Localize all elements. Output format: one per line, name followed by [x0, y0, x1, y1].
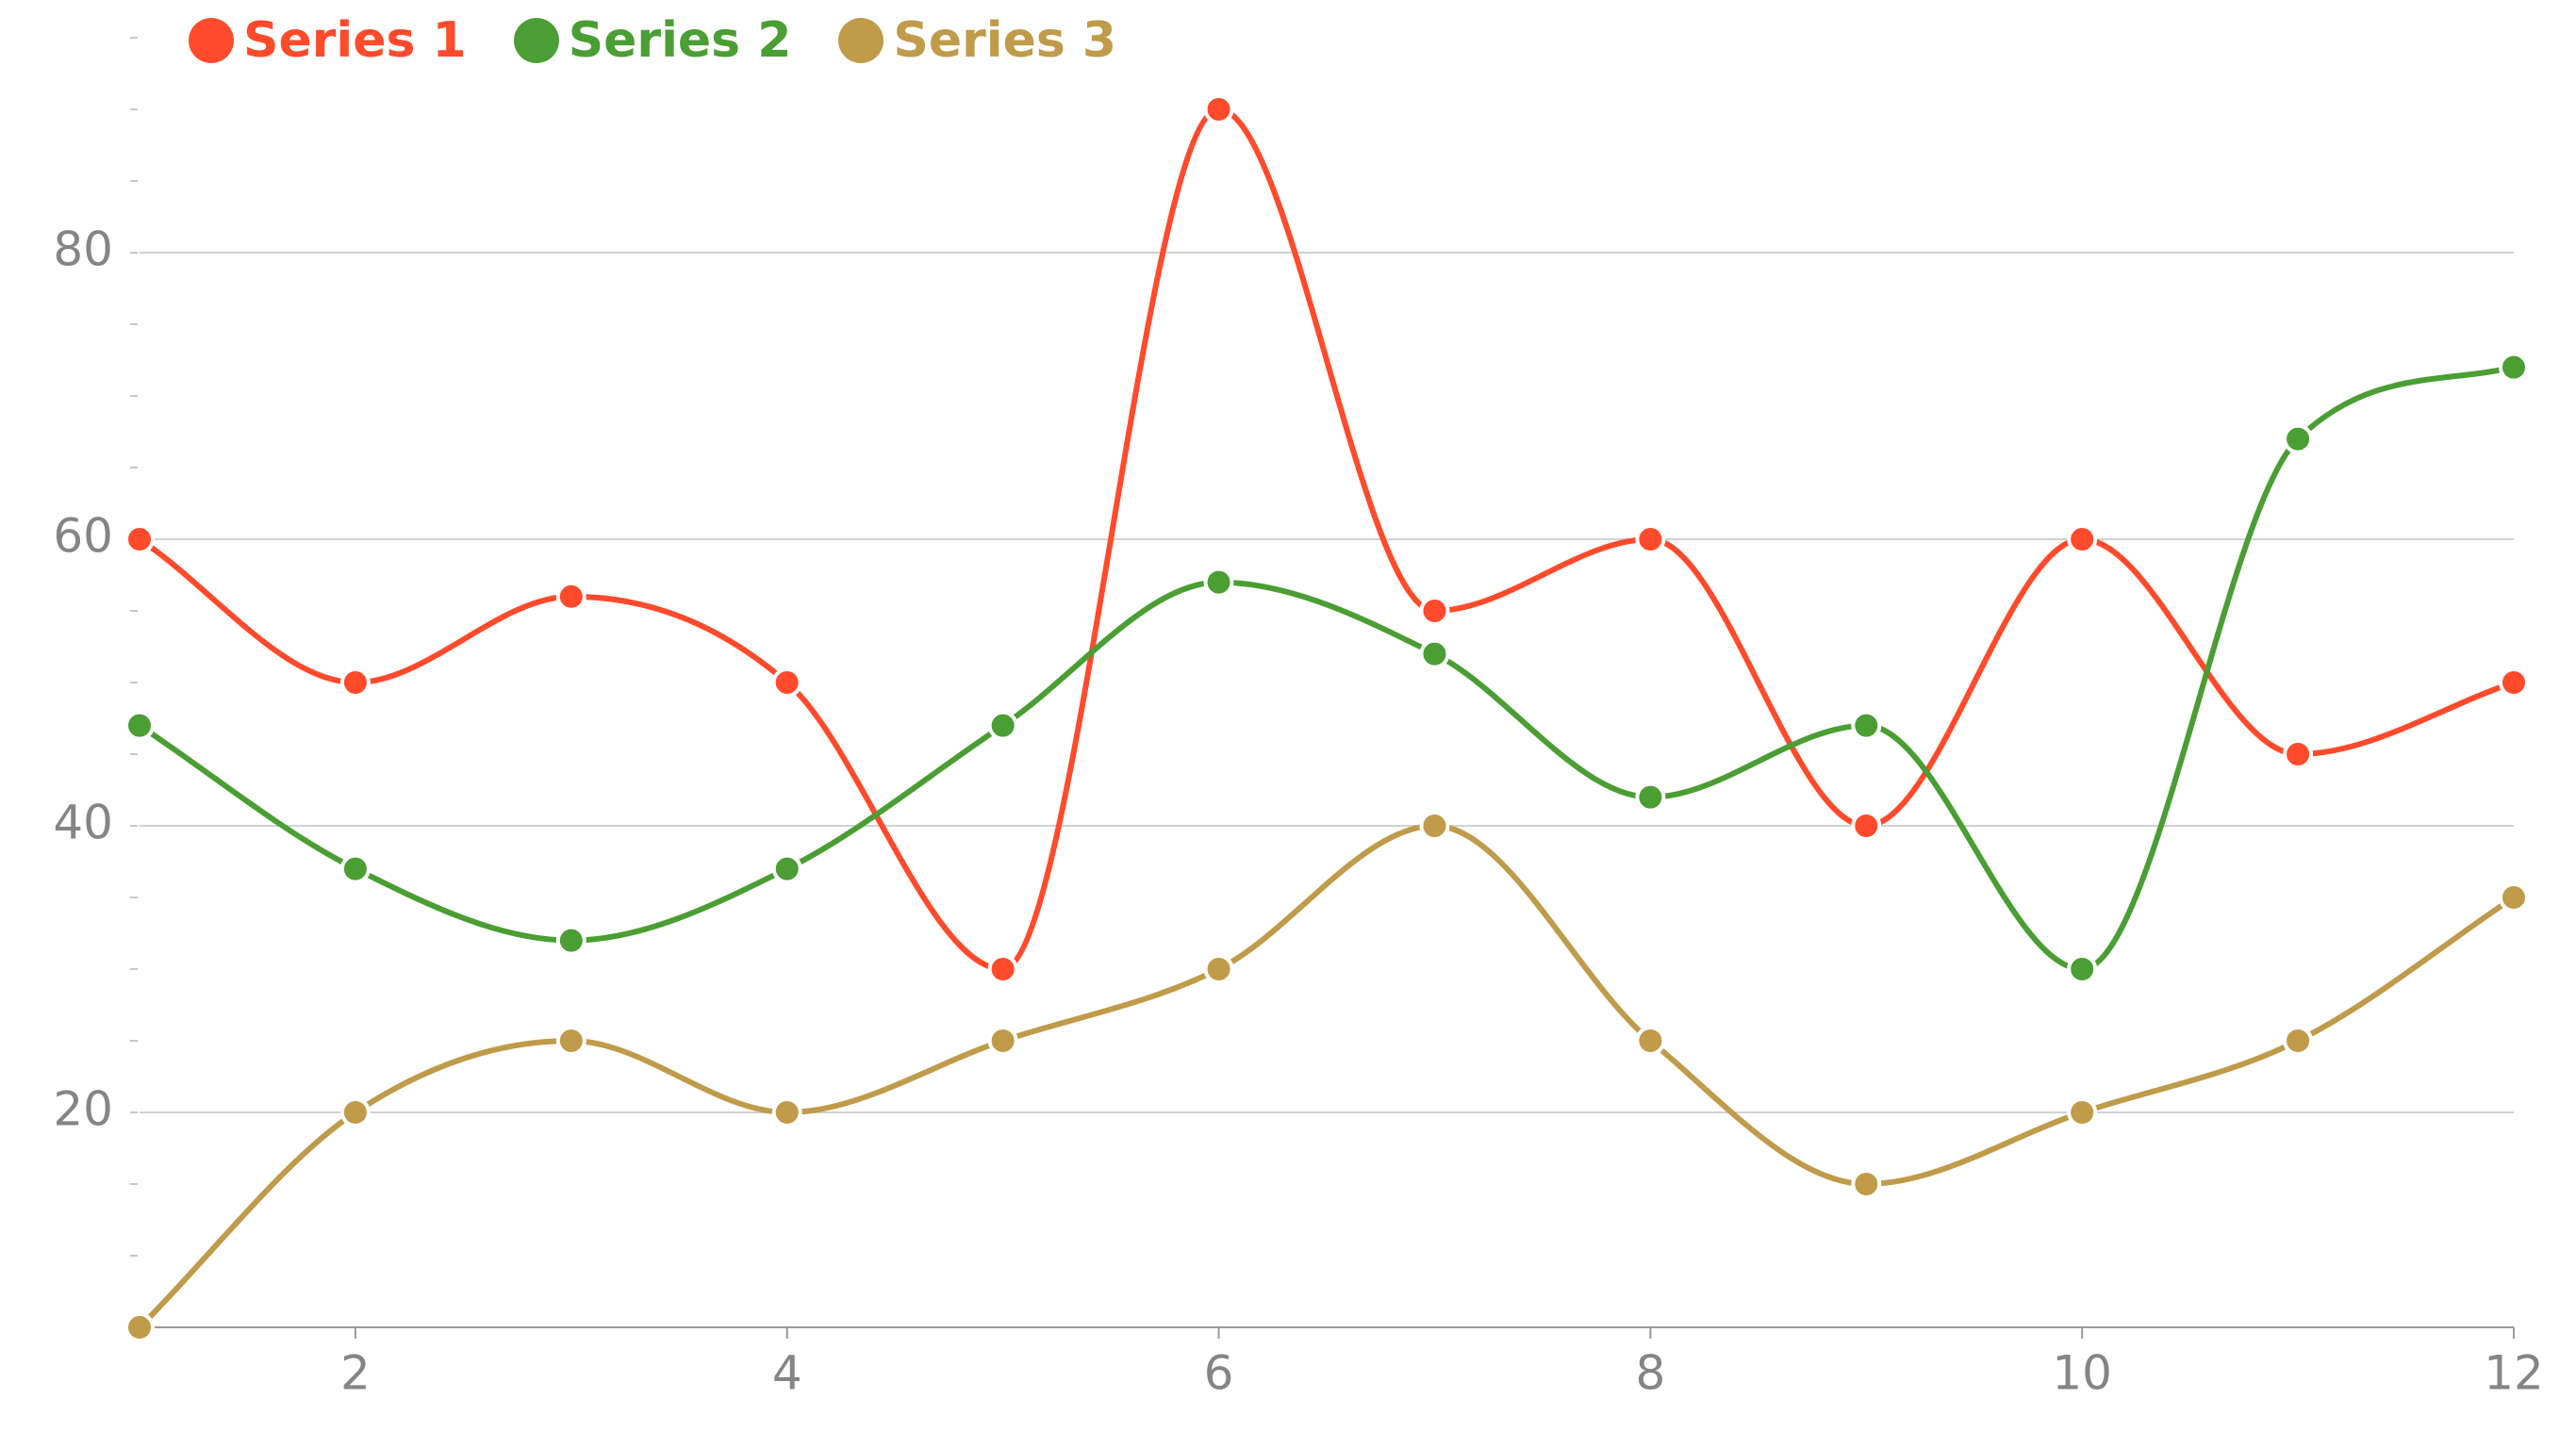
series-3-point[interactable] — [339, 1097, 371, 1127]
series-3-point[interactable] — [1851, 1169, 1882, 1199]
series-1-point[interactable] — [339, 667, 371, 698]
series-3-point[interactable] — [1203, 954, 1234, 984]
legend-label: Series 1 — [243, 12, 467, 69]
series-2-line — [137, 364, 2517, 972]
series-3-point[interactable] — [124, 1312, 155, 1342]
series-3-point[interactable] — [2499, 882, 2529, 913]
series-3-point[interactable] — [1635, 1026, 1666, 1056]
series-1-point[interactable] — [771, 667, 802, 698]
series-lines — [137, 107, 2517, 1330]
series-2-point[interactable] — [124, 710, 155, 741]
y-tick-label: 20 — [53, 1082, 113, 1137]
series-1-point[interactable] — [2067, 524, 2098, 554]
series-2-point[interactable] — [1419, 638, 1450, 669]
y-tick-label: 80 — [53, 222, 113, 277]
x-tick-label: 2 — [340, 1346, 371, 1401]
legend-item-series-3[interactable]: Series 3 — [838, 12, 1116, 69]
data-points — [124, 94, 2529, 1342]
series-2-point[interactable] — [2283, 423, 2314, 454]
series-2-point[interactable] — [555, 925, 586, 956]
y-tick-label: 40 — [53, 796, 113, 850]
axes: 20 40 60 80 2 4 6 8 10 12 — [53, 37, 2544, 1401]
legend-item-series-2[interactable]: Series 2 — [513, 12, 792, 69]
legend-swatch — [838, 18, 884, 63]
legend-swatch — [189, 18, 234, 63]
legend-label: Series 2 — [568, 12, 792, 69]
series-2-point[interactable] — [2499, 352, 2529, 383]
x-tick-label: 12 — [2484, 1346, 2544, 1401]
series-1-point[interactable] — [555, 581, 586, 612]
series-1-point[interactable] — [124, 524, 155, 554]
y-tick-label: 60 — [53, 509, 113, 564]
x-tick-label: 4 — [772, 1346, 802, 1401]
series-1-point[interactable] — [2283, 739, 2314, 769]
series-2-point[interactable] — [1635, 782, 1666, 813]
series-1-point[interactable] — [2499, 667, 2529, 698]
series-3-point[interactable] — [2283, 1026, 2314, 1056]
series-3-point[interactable] — [555, 1026, 586, 1056]
series-2-point[interactable] — [1851, 710, 1882, 741]
x-tick-label: 8 — [1635, 1346, 1665, 1401]
series-2-point[interactable] — [339, 853, 371, 884]
series-1-point[interactable] — [1635, 524, 1666, 554]
series-1-point[interactable] — [1419, 596, 1450, 626]
series-2-point[interactable] — [987, 710, 1018, 741]
x-tick-label: 6 — [1204, 1346, 1234, 1401]
series-3-line — [137, 823, 2517, 1330]
series-3-point[interactable] — [987, 1026, 1018, 1056]
legend-label: Series 3 — [893, 12, 1117, 69]
series-1-point[interactable] — [1203, 94, 1234, 124]
series-3-point[interactable] — [771, 1097, 802, 1127]
series-2-point[interactable] — [1203, 567, 1234, 598]
legend-item-series-1[interactable]: Series 1 — [189, 12, 467, 69]
series-2-point[interactable] — [771, 853, 802, 884]
series-3-point[interactable] — [1419, 811, 1450, 841]
legend: Series 1 Series 2 Series 3 — [189, 8, 1116, 74]
grid — [140, 252, 2514, 1113]
series-2-point[interactable] — [2067, 954, 2098, 984]
legend-swatch — [513, 18, 559, 63]
series-3-point[interactable] — [2067, 1097, 2098, 1127]
x-tick-label: 10 — [2052, 1346, 2112, 1401]
series-1-point[interactable] — [987, 954, 1018, 984]
series-1-point[interactable] — [1851, 811, 1882, 841]
